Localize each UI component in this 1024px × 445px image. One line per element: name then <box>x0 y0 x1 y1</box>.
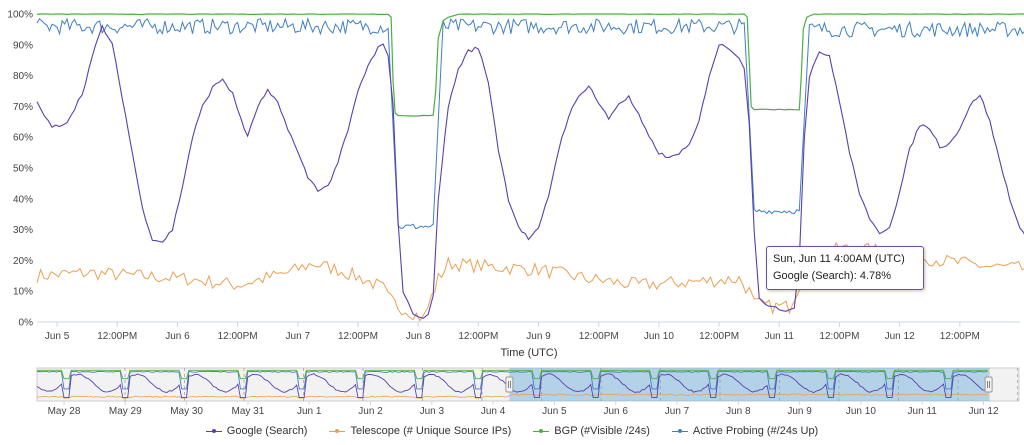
x-tick-label: Jun 11 <box>765 331 795 342</box>
telescope-swatch-dot <box>335 429 340 433</box>
navigator-tick-label: Jun 1 <box>297 406 322 417</box>
x-tick-label: 12:00PM <box>97 331 137 342</box>
navigator-tick-label: May 28 <box>48 406 81 417</box>
navigator-tick-label: Jun 2 <box>358 406 383 417</box>
navigator-background <box>36 367 1020 402</box>
legend-item-bgp[interactable]: BGP (#Visible /24s) <box>533 425 650 437</box>
navigator-tick-label: Jun 11 <box>908 406 938 417</box>
navigator-tick-label: Jun 8 <box>726 406 751 417</box>
bgp-line <box>36 13 1024 117</box>
x-tick-label: 12:00PM <box>458 331 498 342</box>
legend-line-icon <box>533 426 550 436</box>
navigator-handle-left[interactable] <box>505 376 514 393</box>
navigator-tick-label: May 29 <box>109 406 142 417</box>
y-tick-label: 80% <box>13 71 33 82</box>
x-tick-label: Jun 12 <box>885 331 915 342</box>
y-tick-label: 70% <box>13 102 33 113</box>
navigator-tick-label: Jun 10 <box>846 406 876 417</box>
legend-label-google: Google (Search) <box>226 425 308 437</box>
x-tick-label: Jun 5 <box>45 331 70 342</box>
x-tick-label: 12:00PM <box>940 331 980 342</box>
y-tick-label: 60% <box>13 133 33 144</box>
x-tick-label: 12:00PM <box>338 331 378 342</box>
y-tick-label: 10% <box>13 287 33 298</box>
tooltip: Sun, Jun 11 4:00AM (UTC) Google (Search)… <box>766 246 924 290</box>
x-tick-label: Jun 9 <box>526 331 551 342</box>
navigator[interactable]: May 28 May 29 May 30 May 31 Jun 1 Jun 2 Jun 3 J… <box>36 367 1020 417</box>
y-tick-label: 30% <box>13 225 33 236</box>
legend-item-probing[interactable]: Active Probing (#/24s Up) <box>671 425 819 437</box>
tooltip-value: Google (Search): 4.78% <box>773 270 892 282</box>
y-tick-label: 0% <box>19 318 34 329</box>
navigator-tick-label: Jun 12 <box>968 406 998 417</box>
navigator-handle-right[interactable] <box>984 376 993 393</box>
navigator-bgp-line <box>37 369 988 380</box>
x-tick-label: 12:00PM <box>819 331 859 342</box>
legend-line-icon <box>671 426 688 436</box>
bgp-swatch-dot <box>539 429 544 433</box>
y-tick-label: 40% <box>13 194 33 205</box>
y-tick-label: 20% <box>13 256 33 267</box>
google-swatch-dot <box>211 429 216 433</box>
legend-label-telescope: Telescope (# Unique Source IPs) <box>350 425 512 437</box>
legend-line-icon <box>205 426 222 436</box>
active-probing-line <box>36 16 1024 230</box>
telescope-line <box>36 241 1024 322</box>
legend-item-telescope[interactable]: Telescope (# Unique Source IPs) <box>329 425 511 437</box>
navigator-tick-label: May 31 <box>232 406 265 417</box>
navigator-selection <box>509 368 990 401</box>
legend-label-bgp: BGP (#Visible /24s) <box>554 425 650 437</box>
x-tick-label: Jun 8 <box>406 331 431 342</box>
navigator-tick-label: Jun 6 <box>603 406 628 417</box>
y-tick-label: 100% <box>7 10 33 21</box>
legend-line-icon <box>329 426 346 436</box>
legend-item-google[interactable]: Google (Search) <box>205 425 308 437</box>
navigator-telescope-line <box>37 393 988 399</box>
x-axis: Jun 5 12:00PM Jun 6 12:00PM Jun 7 12:00PM Jun … <box>45 322 980 342</box>
navigator-tick-label: Jun 3 <box>420 406 445 417</box>
legend: Google (Search) Telescope (# Unique Sour… <box>0 422 1024 440</box>
plot-area <box>36 13 1024 322</box>
x-tick-label: Jun 7 <box>286 331 311 342</box>
navigator-tick-label: Jun 9 <box>787 406 812 417</box>
x-tick-label: Jun 10 <box>644 331 674 342</box>
x-axis-title: Time (UTC) <box>500 347 557 359</box>
navigator-tick-label: May 30 <box>170 406 203 417</box>
navigator-tick-label: Jun 4 <box>481 406 506 417</box>
x-tick-label: Jun 6 <box>165 331 190 342</box>
google-line <box>36 24 1024 319</box>
probing-swatch-dot <box>677 429 682 433</box>
x-tick-label: 12:00PM <box>579 331 619 342</box>
navigator-probing-line <box>36 370 988 390</box>
tooltip-title: Sun, Jun 11 4:00AM (UTC) <box>773 253 905 265</box>
legend-label-probing: Active Probing (#/24s Up) <box>692 425 819 437</box>
y-axis: 0% 10% 20% 30% 40% 50% 60% 70% 80% 90% 100% <box>7 10 1020 329</box>
navigator-tick-label: Jun 5 <box>542 406 567 417</box>
y-tick-label: 90% <box>13 40 33 51</box>
x-tick-label: 12:00PM <box>218 331 258 342</box>
navigator-tick-label: Jun 7 <box>665 406 690 417</box>
x-tick-label: 12:00PM <box>699 331 739 342</box>
y-tick-label: 50% <box>13 164 33 175</box>
